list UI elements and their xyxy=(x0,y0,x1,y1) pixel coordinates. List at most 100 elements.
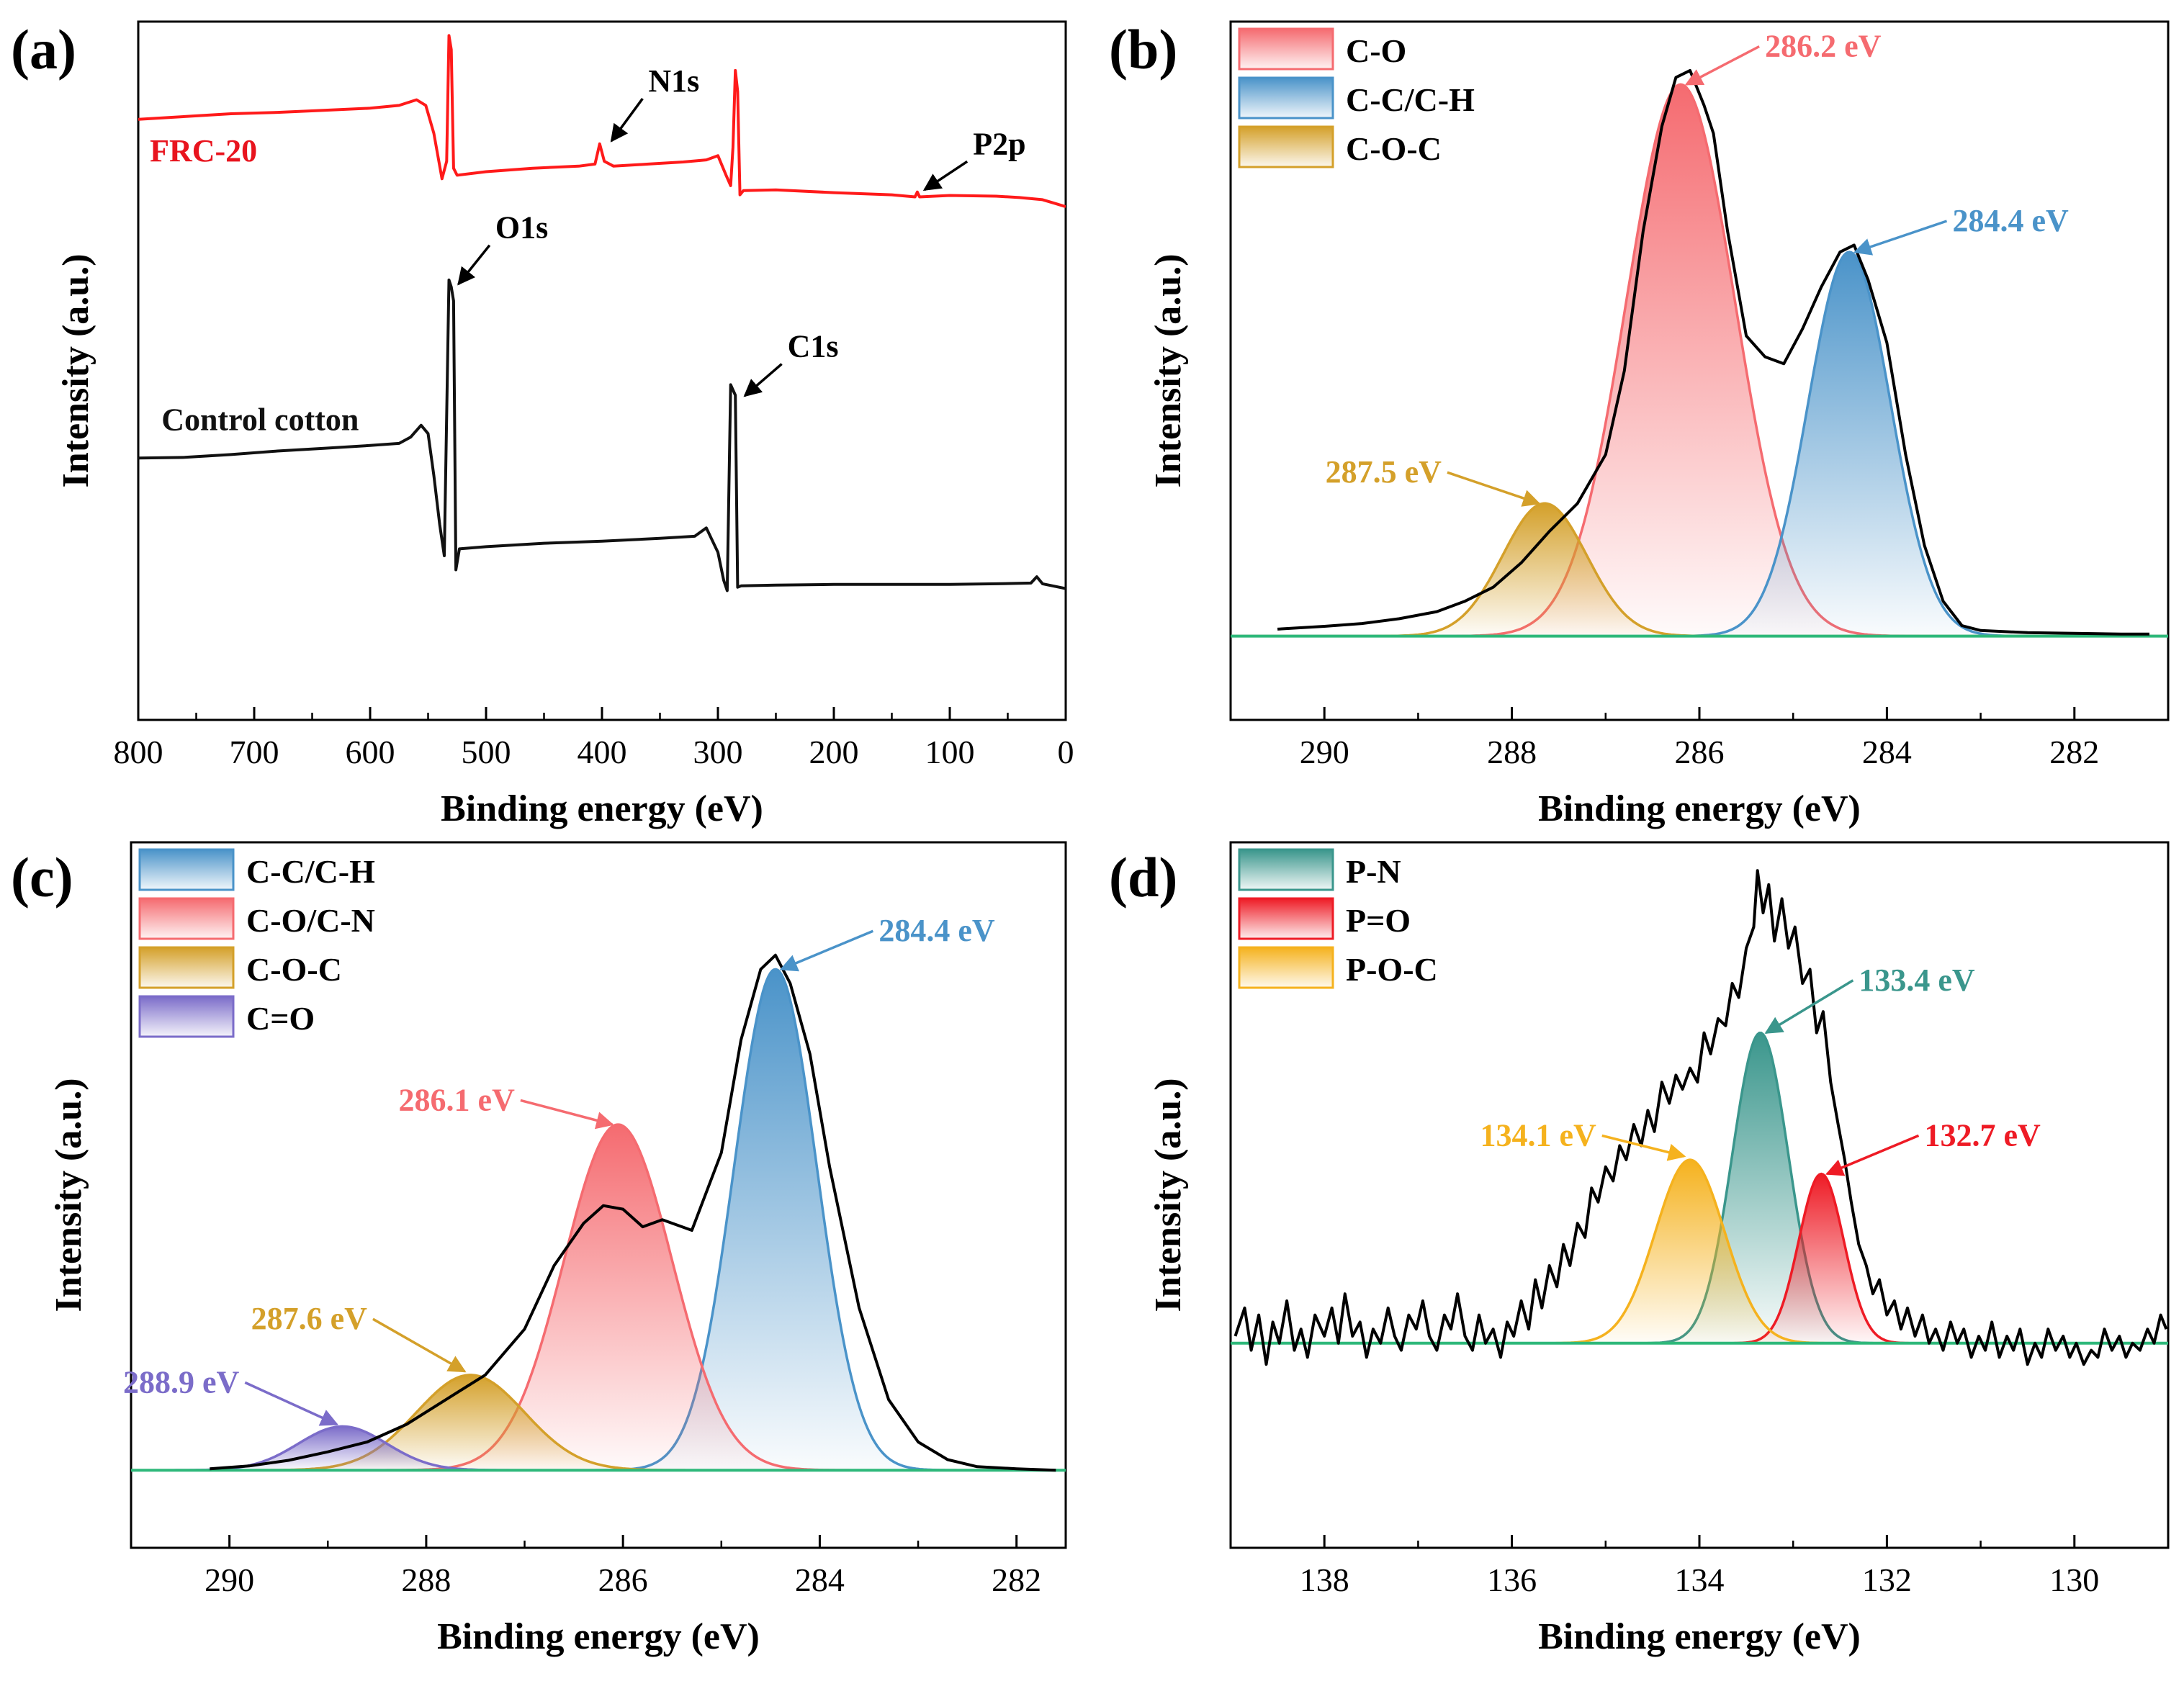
x-tick-label: 300 xyxy=(693,734,743,770)
legend-swatch-c-o xyxy=(1238,27,1334,71)
plot-area xyxy=(1231,68,2168,638)
annotation-label-o1s: O1s xyxy=(495,210,548,245)
x-tick-label: 200 xyxy=(809,734,859,770)
x-axis-label: Binding energy (eV) xyxy=(1538,788,1861,829)
peak-label-287-5-ev: 287.5 eV xyxy=(1326,454,1442,490)
legend-label-c-o: C-O xyxy=(1346,32,1406,69)
panel-label: (c) xyxy=(11,846,73,909)
legend-swatch-c-c-c-h xyxy=(1238,76,1334,120)
series-label-frc-20: FRC-20 xyxy=(150,133,257,168)
legend-label-p-o-c: P-O-C xyxy=(1346,951,1438,988)
x-tick-label: 284 xyxy=(795,1561,845,1598)
x-tick-label: 134 xyxy=(1675,1561,1725,1598)
series-line-control-cotton xyxy=(138,278,1066,592)
plot-frame xyxy=(130,841,1067,1549)
panel-d-p2p-spectrum: (d) 138 136 134 132 130 Binding energy (eV) Int… xyxy=(1109,841,2170,1657)
peak-arrow xyxy=(520,1099,614,1130)
component-fill-c-o-c-n xyxy=(131,1125,1066,1471)
peak-arrow xyxy=(1825,1134,1920,1176)
x-tick-label: 700 xyxy=(230,734,279,770)
peak-arrow xyxy=(372,1317,467,1373)
x-tick-label: 136 xyxy=(1487,1561,1537,1598)
legend-label-p-n: P-N xyxy=(1346,853,1401,890)
x-axis-label: Binding energy (eV) xyxy=(1538,1616,1861,1657)
x-tick-label: 282 xyxy=(2049,734,2099,770)
x-tick-label: 284 xyxy=(1862,734,1912,770)
peak-label-134-1-ev: 134.1 eV xyxy=(1480,1117,1596,1153)
legend-swatch-c-o xyxy=(138,995,235,1038)
x-tick-label: 400 xyxy=(578,734,627,770)
peak-arrow xyxy=(1764,979,1854,1035)
annotation-label-n1s: N1s xyxy=(648,63,699,99)
legend-label-c-o-c-n: C-O/C-N xyxy=(246,902,375,939)
peak-label-133-4-ev: 133.4 eV xyxy=(1859,963,1975,998)
legend-swatch-p-o-c xyxy=(1238,946,1334,989)
annotation-label-p2p: P2p xyxy=(973,126,1025,161)
legend-label-c-o: C=O xyxy=(246,1000,315,1037)
legend-label-c-o-c: C-O-C xyxy=(1346,130,1442,167)
plot-area xyxy=(131,953,1066,1472)
legend-swatch-c-c-c-h xyxy=(138,848,235,891)
legend-label-c-c-c-h: C-C/C-H xyxy=(246,853,375,890)
annotation-arrow xyxy=(610,97,644,143)
panel-c-c1s-spectrum-frc20: (c) 290 288 286 284 282 Binding energy (eV) Int… xyxy=(11,841,1067,1657)
panel-label: (b) xyxy=(1109,18,1177,81)
envelope-spectrum xyxy=(1277,68,2149,636)
plot-frame xyxy=(137,20,1067,721)
peak-label-284-4-ev: 284.4 eV xyxy=(1953,203,2070,238)
x-axis-label: Binding energy (eV) xyxy=(437,1616,760,1657)
y-axis-label: Intensity (a.u.) xyxy=(55,253,96,487)
x-tick-label: 0 xyxy=(1058,734,1074,770)
component-fill-p-o-c xyxy=(1231,1160,2168,1343)
legend-swatch-c-o-c xyxy=(138,946,235,989)
annotation-arrow xyxy=(743,363,783,397)
panel-label: (a) xyxy=(11,18,76,81)
peak-arrow xyxy=(244,1381,338,1426)
peak-label-287-6-ev: 287.6 eV xyxy=(251,1301,368,1336)
x-tick-label: 800 xyxy=(114,734,163,770)
x-tick-label: 282 xyxy=(992,1561,1041,1598)
x-tick-label: 286 xyxy=(598,1561,648,1598)
peak-arrow xyxy=(1447,471,1541,507)
x-tick-label: 138 xyxy=(1300,1561,1349,1598)
legend-label-c-c-c-h: C-C/C-H xyxy=(1346,81,1475,118)
plot-area xyxy=(1231,869,2168,1366)
x-tick-label: 290 xyxy=(1300,734,1349,770)
x-tick-label: 288 xyxy=(401,1561,451,1598)
x-tick-label: 130 xyxy=(2049,1561,2099,1598)
peak-label-286-2-ev: 286.2 eV xyxy=(1765,29,1882,64)
x-tick-label: 500 xyxy=(462,734,511,770)
peak-label-286-1-ev: 286.1 eV xyxy=(399,1082,516,1117)
peak-label-288-9-ev: 288.9 eV xyxy=(123,1364,240,1400)
peak-label-284-4-ev: 284.4 eV xyxy=(878,913,995,948)
panel-b-c1s-spectrum-control: (b) 290 288 286 284 282 Binding energy (eV) Int… xyxy=(1109,18,2170,829)
envelope-spectrum xyxy=(1233,869,2168,1366)
x-tick-label: 288 xyxy=(1487,734,1537,770)
annotation-arrow xyxy=(457,244,491,286)
panel-a-survey-spectrum: (a) 800 700 600 500 400 300 200 100 0 Binding ener… xyxy=(11,18,1074,829)
peak-arrow xyxy=(1601,1134,1686,1161)
panel-label: (d) xyxy=(1109,846,1177,909)
x-tick-label: 100 xyxy=(925,734,975,770)
y-axis-label: Intensity (a.u.) xyxy=(1148,1078,1189,1312)
legend-swatch-p-o xyxy=(1238,897,1334,940)
legend-label-p-o: P=O xyxy=(1346,902,1411,939)
legend-swatch-p-n xyxy=(1238,848,1334,891)
peak-arrow xyxy=(1684,45,1760,86)
x-tick-label: 290 xyxy=(205,1561,254,1598)
peak-arrow xyxy=(1853,220,1948,256)
plot-area xyxy=(138,34,1066,592)
component-fill-c-c-c-h xyxy=(131,969,1066,1471)
legend-swatch-c-o-c-n xyxy=(138,897,235,940)
annotation-label-c1s: C1s xyxy=(788,329,839,364)
annotation-arrow xyxy=(922,160,969,191)
y-axis-label: Intensity (a.u.) xyxy=(1148,253,1189,487)
x-tick-label: 600 xyxy=(346,734,395,770)
x-tick-label: 286 xyxy=(1675,734,1725,770)
legend-label-c-o-c: C-O-C xyxy=(246,951,342,988)
component-fill-c-o xyxy=(131,1426,1066,1471)
x-axis-label: Binding energy (eV) xyxy=(441,788,763,829)
peak-arrow xyxy=(779,929,874,972)
legend-swatch-c-o-c xyxy=(1238,125,1334,168)
